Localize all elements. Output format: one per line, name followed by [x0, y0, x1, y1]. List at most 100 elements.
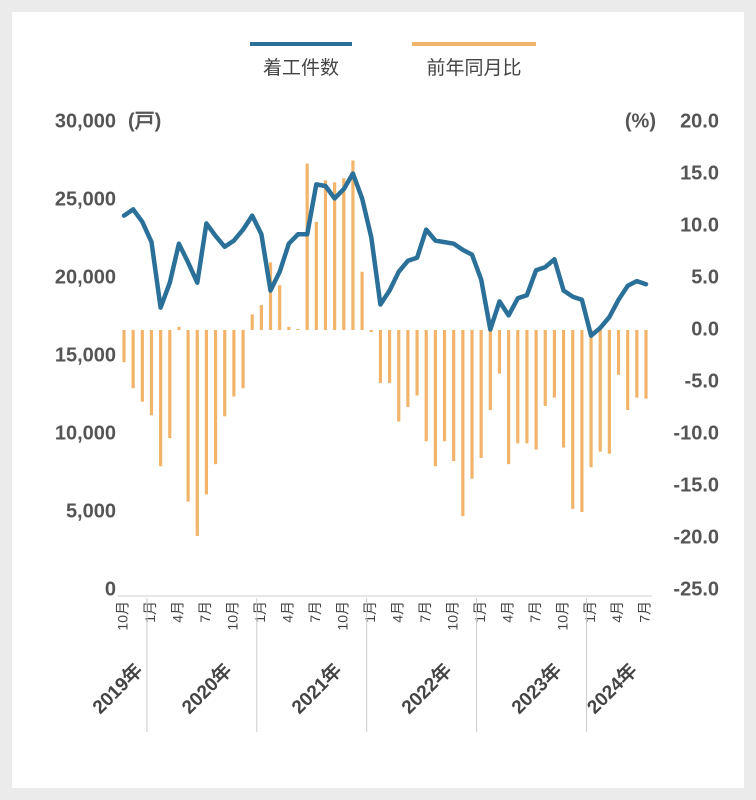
bar [342, 178, 346, 330]
y-tick-label: 15,000 [55, 344, 116, 366]
bar [507, 330, 511, 465]
y-tick-label: 25,000 [55, 188, 116, 210]
bar [415, 330, 419, 396]
bar [635, 330, 639, 398]
x-tick-label: 7月 [637, 601, 653, 623]
bar [195, 330, 199, 536]
bar [488, 330, 492, 411]
x-tick-label: 7月 [527, 601, 543, 623]
bar [516, 330, 520, 444]
bar [397, 330, 401, 422]
x-tick-label: 4月 [170, 601, 186, 623]
y-unit: (戸) [128, 110, 161, 132]
x-tick-label: 7月 [417, 601, 433, 623]
x-tick-label: 1月 [362, 601, 378, 623]
y2-tick-label: -15.0 [673, 474, 719, 496]
bar [186, 330, 190, 502]
bar [268, 262, 273, 330]
bar [149, 330, 154, 416]
bar [452, 330, 456, 462]
x-tick-label: 7月 [307, 601, 323, 623]
bar [287, 326, 291, 330]
bar [278, 285, 282, 330]
y2-tick-label: 0.0 [691, 318, 719, 340]
x-tick-label: 4月 [499, 601, 515, 623]
bar [159, 330, 163, 467]
bar [607, 330, 611, 454]
x-tick-label: 4月 [280, 601, 296, 623]
x-tick-label: 1月 [582, 601, 598, 623]
bar [333, 182, 337, 330]
bar [461, 330, 465, 517]
bar [424, 330, 428, 442]
bar [296, 328, 300, 330]
y2-tick-label: 20.0 [680, 110, 719, 132]
bar [433, 330, 437, 467]
legend-label: 着工件数 [263, 57, 339, 79]
x-tick-label: 10月 [115, 601, 131, 631]
bar [616, 330, 621, 375]
y2-unit: (%) [625, 110, 656, 132]
legend-label: 前年同月比 [426, 57, 521, 79]
bar [223, 330, 227, 417]
bar [369, 330, 373, 333]
bar [589, 330, 593, 468]
bar [626, 330, 630, 411]
x-tick-label: 1月 [252, 601, 268, 623]
y2-tick-label: -20.0 [673, 526, 719, 548]
bar [259, 305, 263, 330]
bar [543, 330, 547, 406]
x-tick-label: 10月 [334, 601, 350, 631]
y-tick-label: 5,000 [66, 500, 116, 522]
bar [177, 326, 181, 330]
y-tick-label: 30,000 [55, 110, 116, 132]
bar [598, 330, 602, 452]
card [12, 12, 744, 788]
bar [323, 180, 328, 330]
bar [644, 330, 648, 399]
bar [561, 330, 566, 448]
bar [305, 163, 309, 330]
y2-tick-label: 5.0 [691, 266, 719, 288]
bar [387, 330, 392, 384]
bar [525, 330, 529, 444]
line [121, 171, 649, 338]
y-tick-label: 10,000 [55, 422, 116, 444]
bar [140, 330, 144, 402]
bar [232, 330, 236, 397]
bar [378, 330, 383, 384]
y2-tick-label: -10.0 [673, 422, 719, 444]
bar [534, 330, 538, 450]
bar [131, 330, 135, 389]
bar [552, 330, 557, 398]
bar [314, 221, 318, 330]
y-tick-label: 0 [105, 578, 116, 600]
bar [580, 330, 584, 512]
bar [479, 330, 483, 458]
x-tick-label: 1月 [142, 601, 158, 623]
x-tick-label: 1月 [472, 601, 488, 623]
bar [122, 330, 126, 363]
bar [470, 330, 474, 479]
y2-tick-label: 15.0 [680, 162, 719, 184]
y2-tick-label: -5.0 [685, 370, 719, 392]
bar [571, 330, 575, 509]
bar [351, 160, 355, 330]
bar [250, 314, 254, 330]
y-tick-label: 20,000 [55, 266, 116, 288]
bar [204, 330, 209, 495]
y2-tick-label: 10.0 [680, 214, 719, 236]
bar [168, 330, 172, 439]
x-tick-label: 10月 [225, 601, 241, 631]
bar [213, 330, 218, 465]
x-tick-label: 10月 [444, 601, 460, 631]
x-tick-label: 4月 [609, 601, 625, 623]
bar [442, 330, 447, 442]
bar [241, 330, 245, 389]
bar [360, 271, 364, 330]
bar [406, 330, 410, 407]
x-tick-label: 4月 [389, 601, 405, 623]
bar [497, 330, 502, 374]
